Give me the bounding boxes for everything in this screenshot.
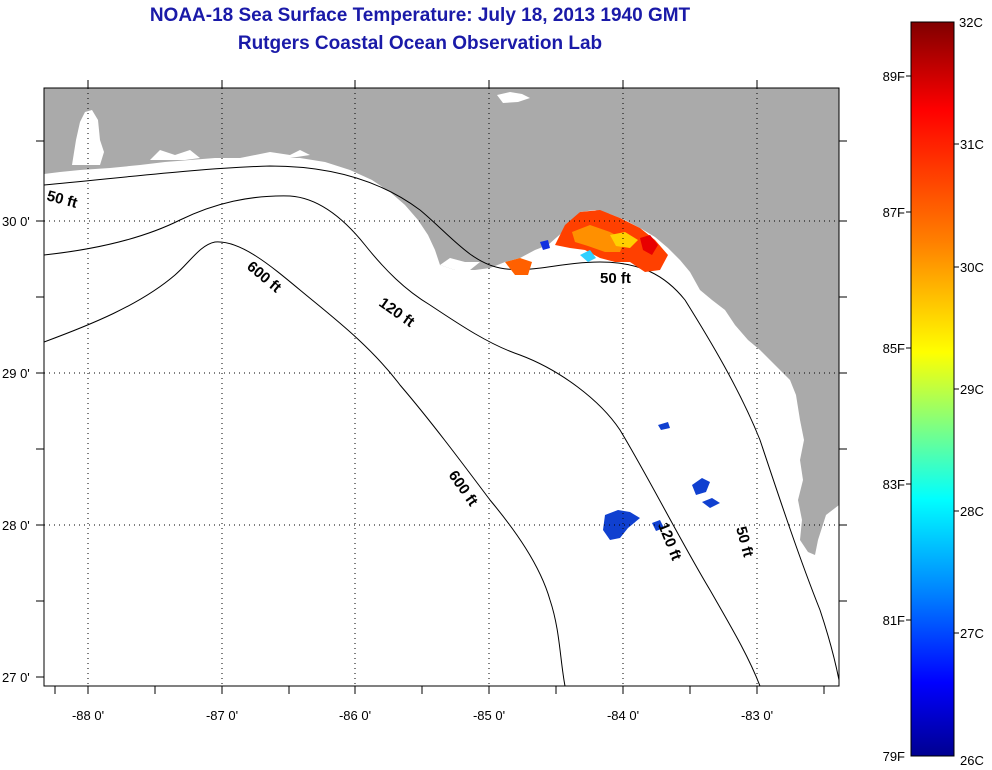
fahrenheit-label: 87F: [883, 205, 905, 220]
sst-patch-cold: [702, 498, 720, 508]
celsius-label: 31C: [960, 137, 984, 152]
y-axis-labels: 30 0' 29 0' 28 0' 27 0': [2, 214, 30, 685]
colorbar-ramp: [910, 21, 955, 757]
contour-label-50ft-east: 50 ft: [600, 270, 631, 287]
sst-patch-cyan: [580, 250, 596, 262]
sst-patch-cold: [603, 510, 640, 540]
sst-patch-cold: [652, 520, 664, 531]
contour-600ft: [44, 241, 566, 686]
y-tick-label: 28 0': [2, 518, 30, 533]
celsius-label: 27C: [960, 626, 984, 641]
x-tick-label: -88 0': [72, 708, 104, 723]
x-tick-label: -83 0': [741, 708, 773, 723]
celsius-label: 28C: [960, 504, 984, 519]
colorbar-fahrenheit-labels: 89F 87F 85F 83F 81F 79F: [883, 69, 905, 764]
map-area: 50 ft 50 ft 50 ft 120 ft 120 ft 600 ft 6…: [44, 88, 839, 686]
fahrenheit-label: 83F: [883, 477, 905, 492]
fahrenheit-label: 81F: [883, 613, 905, 628]
sst-patch-orange: [572, 225, 625, 252]
celsius-label: 32C: [959, 15, 983, 30]
y-tick-label: 27 0': [2, 670, 30, 685]
y-tick-label: 29 0': [2, 366, 30, 381]
celsius-label: 30C: [960, 260, 984, 275]
fahrenheit-label: 79F: [883, 749, 905, 764]
x-axis-labels: -88 0' -87 0' -86 0' -85 0' -84 0' -83 0…: [72, 708, 773, 723]
celsius-label: 29C: [960, 382, 984, 397]
fahrenheit-label: 89F: [883, 69, 905, 84]
mobile-bay: [72, 110, 104, 165]
inland-lake: [497, 92, 530, 103]
sst-patch-red: [640, 235, 658, 255]
bay-sliver: [150, 150, 200, 160]
contour-50ft: [44, 165, 839, 681]
y-tick-label: 30 0': [2, 214, 30, 229]
contour-120ft: [44, 195, 761, 686]
x-tick-label: -86 0': [339, 708, 371, 723]
sst-data-overlay: [505, 210, 720, 540]
x-tick-label: -87 0': [206, 708, 238, 723]
map-title: NOAA-18 Sea Surface Temperature: July 18…: [149, 5, 691, 26]
sst-patch-cold: [658, 422, 670, 430]
sst-patch-cold: [692, 478, 710, 495]
map-subtitle: Rutgers Coastal Ocean Observation Lab: [237, 33, 603, 54]
colorbar: 32C 31C 30C 29C 28C 27C 26C 89F 87F 85F …: [883, 15, 984, 768]
apalachicola-bay: [440, 258, 480, 270]
axis-ticks: [36, 80, 847, 694]
celsius-label: 26C: [960, 753, 984, 768]
x-tick-label: -85 0': [473, 708, 505, 723]
fahrenheit-label: 85F: [883, 341, 905, 356]
bay-sliver: [240, 150, 310, 158]
sst-patch-blue: [540, 240, 550, 250]
colorbar-celsius-labels: 32C 31C 30C 29C 28C 27C 26C: [959, 15, 984, 768]
sst-patch-yellow: [610, 232, 638, 248]
x-tick-label: -84 0': [607, 708, 639, 723]
map-frame: [43, 87, 840, 687]
land-mass: [44, 88, 839, 555]
sst-patch-west: [505, 258, 532, 275]
